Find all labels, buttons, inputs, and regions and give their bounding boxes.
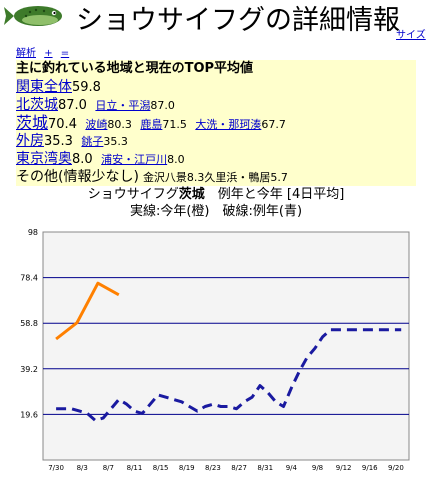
- region-value: 35.3: [44, 134, 73, 149]
- y-tick-label: 39.2: [20, 365, 38, 374]
- subarea-value: 67.7: [261, 118, 286, 131]
- y-tick-label: 58.8: [20, 319, 38, 328]
- region-summary-heading: 主に釣れている地域と現在のTOP平均値: [16, 61, 254, 76]
- region-link-ibaraki[interactable]: 茨城: [16, 113, 49, 132]
- y-tick-label: 19.6: [20, 410, 38, 419]
- x-tick-label: 9/4: [286, 464, 298, 472]
- page-header: ショウサイフグの詳細情報 サイズ: [0, 0, 432, 44]
- subarea-value: 87.0: [150, 99, 175, 112]
- sub-navigation: 解析 + =: [16, 44, 74, 59]
- x-tick-label: 8/23: [205, 464, 221, 472]
- region-row-kitaibaraki: 北茨城87.0 日立・平潟87.0: [16, 96, 416, 114]
- x-tick-label: 8/7: [103, 464, 114, 472]
- x-tick-label: 9/16: [362, 464, 378, 472]
- region-link-tokyowan[interactable]: 東京湾奥: [16, 151, 72, 167]
- region-row-ibaraki: 茨城70.4 波崎80.3 鹿島71.5 大洗・那珂湊67.7: [16, 113, 416, 133]
- size-link[interactable]: サイズ: [396, 30, 426, 41]
- y-tick-label: 98: [28, 228, 38, 237]
- x-tick-label: 8/3: [77, 464, 88, 472]
- subarea-value: 35.3: [103, 135, 128, 148]
- region-value: 59.8: [72, 80, 101, 95]
- subarea-link-urayasu[interactable]: 浦安・江戸川: [101, 153, 168, 166]
- region-summary-box: 主に釣れている地域と現在のTOP平均値 関東全体59.8 北茨城87.0 日立・…: [16, 60, 416, 186]
- other-region-values: 金沢八景8.3久里浜・鴨居5.7: [142, 171, 288, 184]
- subarea-value: 8.0: [167, 153, 185, 166]
- chart-title-prefix: ショウサイフグ: [87, 187, 179, 202]
- x-tick-label: 9/8: [312, 464, 323, 472]
- x-tick-label: 8/31: [257, 464, 273, 472]
- page-title: ショウサイフグの詳細情報: [76, 5, 400, 36]
- region-link-kitaibaraki[interactable]: 北茨城: [16, 97, 58, 113]
- pufferfish-icon: [4, 6, 62, 26]
- plot-area: [42, 231, 410, 461]
- catch-chart: 19.6 39.2 58.8 78.4 98 7/30 8/3 8/7 8/11 8/15 8/19…: [20, 228, 410, 472]
- analysis-link[interactable]: 解析: [16, 48, 36, 59]
- subarea-value: 71.5: [162, 118, 187, 131]
- region-row-sotobo: 外房35.3 銚子35.3: [16, 132, 416, 150]
- region-value: 8.0: [72, 152, 93, 167]
- region-value: 87.0: [58, 98, 87, 113]
- equal-link[interactable]: =: [60, 48, 70, 59]
- x-tick-label: 9/20: [388, 464, 404, 472]
- subarea-link-hasaki[interactable]: 波崎: [85, 118, 108, 131]
- y-tick-label: 78.4: [20, 274, 38, 283]
- chart-title-suffix: 例年と今年 [4日平均]: [204, 187, 345, 202]
- chart-title-region: 茨城: [178, 187, 205, 202]
- subarea-link-hitachi[interactable]: 日立・平潟: [95, 99, 151, 112]
- region-row-tokyowan: 東京湾奥8.0 浦安・江戸川8.0: [16, 150, 416, 168]
- chart-legend-text: 実線:今年(橙) 破線:例年(青): [129, 204, 303, 219]
- region-row-other: その他(情報少なし) 金沢八景8.3久里浜・鴨居5.7: [16, 168, 416, 186]
- series-line-this-year: [55, 281, 120, 341]
- x-tick-label: 8/27: [231, 464, 247, 472]
- other-region-label: その他(情報少なし): [16, 169, 139, 185]
- x-tick-label: 8/15: [153, 464, 169, 472]
- x-tick-label: 9/12: [336, 464, 352, 472]
- region-row-kanto: 関東全体59.8: [16, 78, 416, 96]
- region-link-sotobo[interactable]: 外房: [16, 133, 44, 149]
- region-value: 70.4: [48, 117, 77, 132]
- subarea-value: 80.3: [107, 118, 132, 131]
- x-tick-label: 7/30: [48, 464, 64, 472]
- chart-title: ショウサイフグ茨城 例年と今年 [4日平均] 実線:今年(橙) 破線:例年(青): [0, 186, 432, 220]
- subarea-link-choshi[interactable]: 銚子: [81, 135, 104, 148]
- x-tick-label: 8/19: [179, 464, 195, 472]
- series-line-average: [56, 328, 402, 422]
- region-link-kanto[interactable]: 関東全体: [16, 79, 72, 95]
- subarea-link-kashima[interactable]: 鹿島: [140, 118, 163, 131]
- plus-link[interactable]: +: [44, 48, 53, 59]
- subarea-link-oarai[interactable]: 大洗・那珂湊: [195, 118, 262, 131]
- x-tick-label: 8/11: [127, 464, 143, 472]
